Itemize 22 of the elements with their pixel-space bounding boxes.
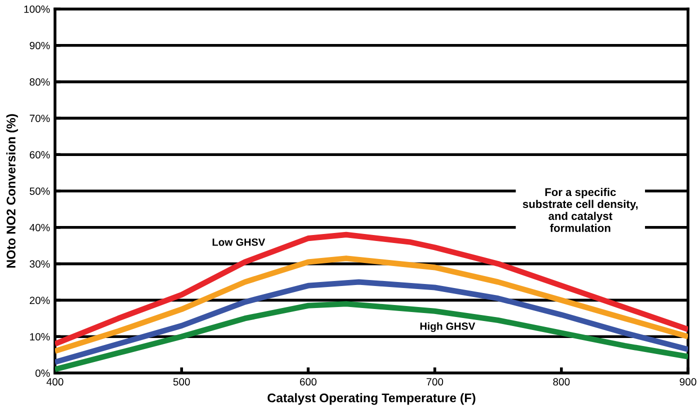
y-tick-label: 70% [30,114,50,122]
y-tick-label: 100% [24,6,50,13]
annotation: High GHSV [420,322,476,332]
x-tick-label: 500 [173,378,190,386]
x-axis-title: Catalyst Operating Temperature (F) [268,393,476,405]
y-tick-label: 80% [30,78,50,86]
x-tick-label: 700 [426,378,444,386]
x-tick-label: 400 [46,378,64,386]
x-tick-label: 900 [680,378,696,386]
y-tick-label: 60% [30,151,50,158]
y-tick-label: 30% [30,260,50,268]
y-tick-label: 0% [35,370,50,377]
annotation: Low GHSV [212,238,266,246]
y-tick-label: 50% [30,188,50,195]
y-tick-label: 40% [30,224,50,232]
annotation: For a specific substrate cell density, and catalyst formulation [522,188,638,232]
y-tick-label: 90% [30,42,50,50]
x-tick-label: 800 [553,378,570,386]
y-tick-label: 20% [30,296,50,304]
y-axis-title: NOto NO2 Conversion (%) [6,114,18,268]
x-tick-label: 600 [300,378,316,386]
y-tick-label: 10% [30,333,50,340]
